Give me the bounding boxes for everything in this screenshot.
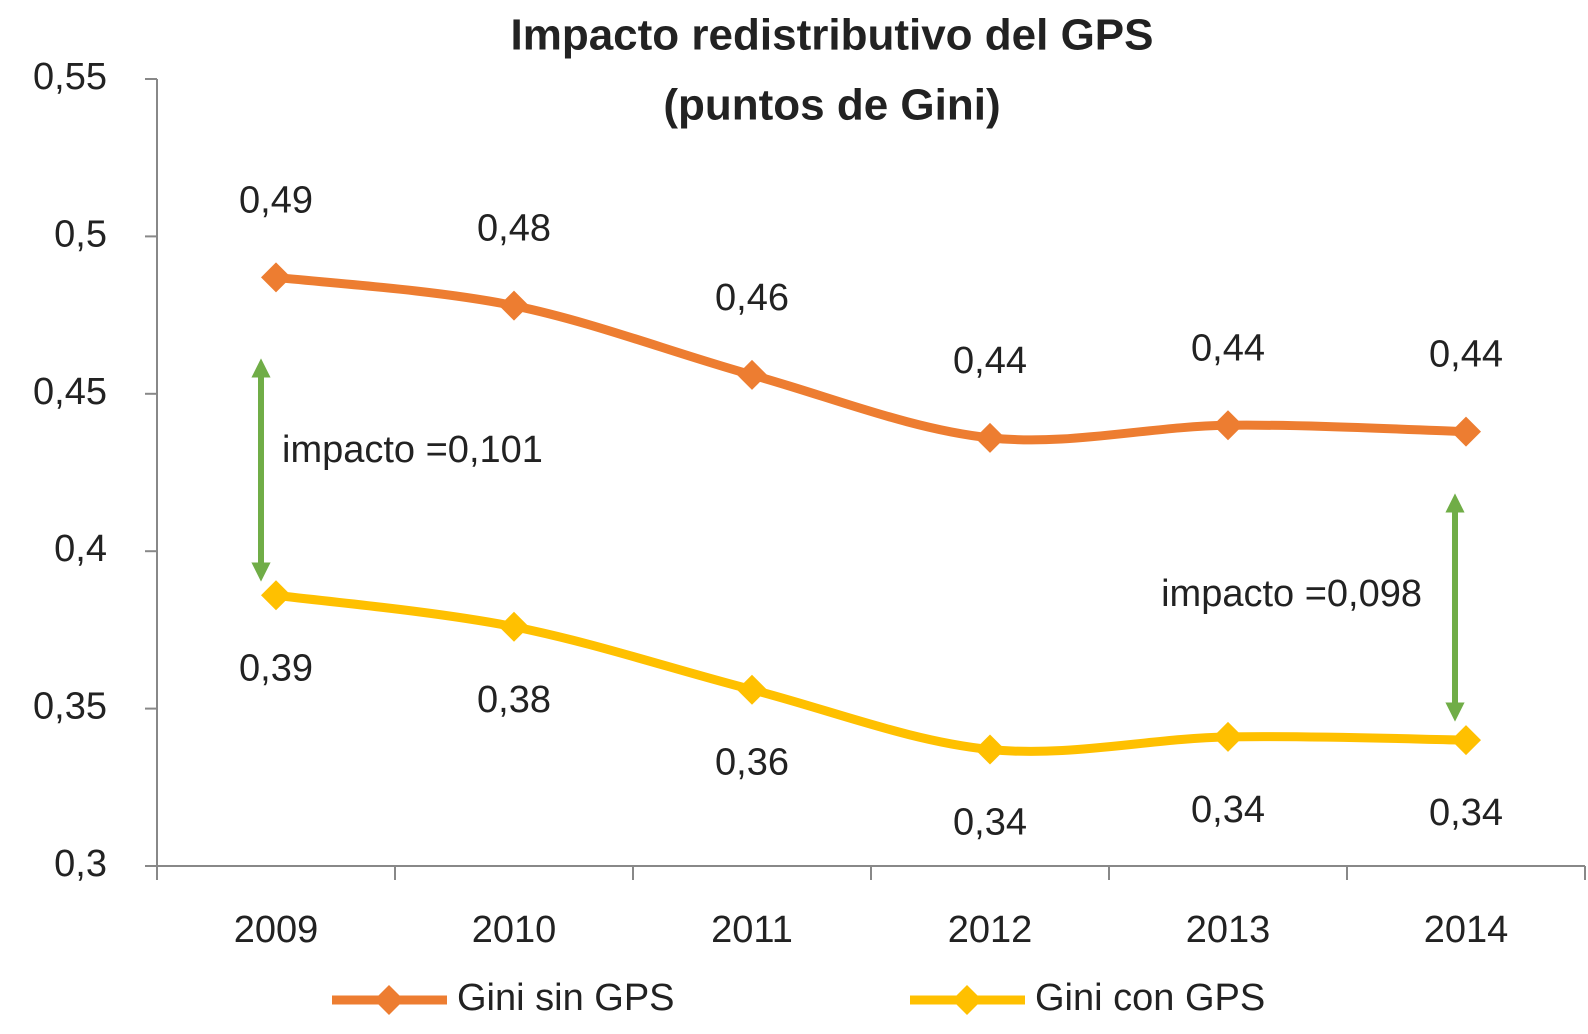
data-label: 0,44 — [1429, 334, 1503, 376]
data-label: 0,44 — [1191, 327, 1265, 369]
data-label: 0,36 — [715, 742, 789, 784]
point-marker — [1213, 410, 1243, 441]
point-marker — [261, 580, 291, 611]
x-tick-label: 2014 — [1424, 909, 1509, 951]
legend-marker — [374, 985, 404, 1015]
series-line — [275, 272, 1467, 445]
x-tick-label: 2012 — [948, 909, 1033, 951]
data-label: 0,44 — [953, 340, 1027, 382]
y-tick-label: 0,35 — [33, 686, 107, 728]
point-marker — [261, 262, 291, 293]
data-label: 0,34 — [1191, 789, 1265, 831]
y-tick-label: 0,4 — [54, 528, 107, 570]
data-label: 0,34 — [953, 802, 1027, 844]
y-tick-label: 0,55 — [33, 56, 107, 98]
point-marker — [499, 290, 529, 321]
y-tick-label: 0,45 — [33, 371, 107, 413]
x-tick-label: 2013 — [1186, 909, 1271, 951]
point-marker — [975, 734, 1005, 765]
legend-label: Gini sin GPS — [457, 977, 675, 1019]
point-marker — [975, 422, 1005, 453]
point-marker — [499, 611, 529, 642]
data-label: 0,49 — [239, 179, 313, 221]
chart-subtitle: (puntos de Gini) — [663, 81, 1000, 130]
point-marker — [1451, 725, 1481, 756]
x-tick-label: 2011 — [711, 909, 793, 951]
legend-marker — [952, 985, 982, 1015]
data-label: 0,39 — [239, 647, 313, 689]
y-tick-label: 0,3 — [54, 843, 107, 885]
y-tick-label: 0,5 — [54, 213, 107, 255]
data-label: 0,38 — [477, 679, 551, 721]
x-tick-label: 2009 — [234, 909, 319, 951]
annotation: impacto =0,101 — [282, 429, 543, 471]
annotation: impacto =0,098 — [1161, 573, 1422, 615]
point-marker — [737, 359, 767, 390]
chart-title: Impacto redistributivo del GPS — [510, 11, 1153, 60]
data-label: 0,48 — [477, 208, 551, 250]
legend-label: Gini con GPS — [1035, 977, 1265, 1019]
point-marker — [1451, 416, 1481, 447]
data-label: 0,34 — [1429, 792, 1503, 834]
data-label: 0,46 — [715, 277, 789, 319]
series-line — [275, 590, 1467, 756]
point-marker — [737, 674, 767, 705]
point-marker — [1213, 721, 1243, 752]
x-tick-label: 2010 — [472, 909, 557, 951]
